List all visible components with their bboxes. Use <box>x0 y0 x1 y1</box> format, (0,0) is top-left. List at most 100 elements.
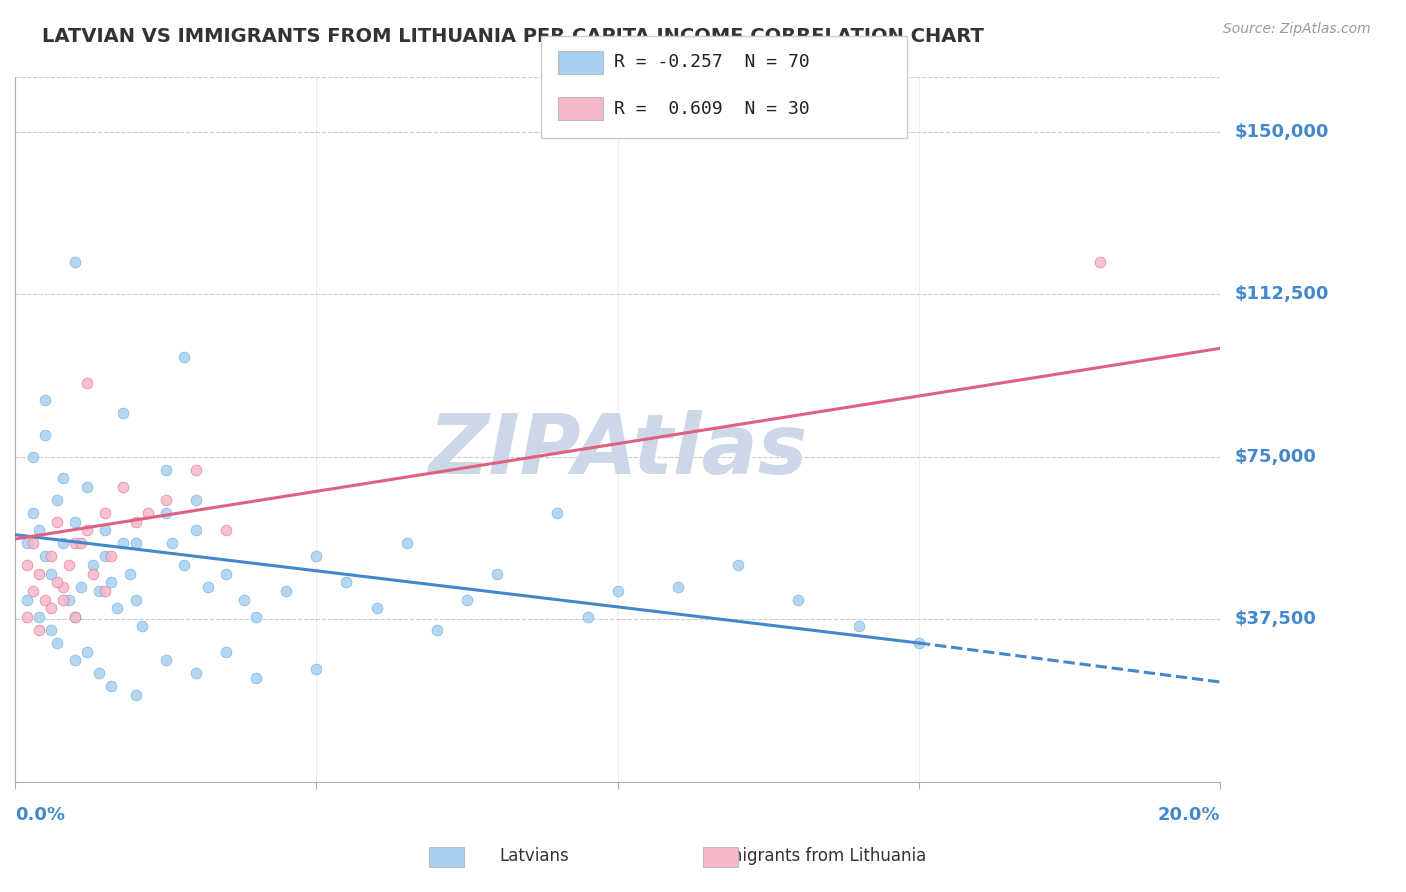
Point <box>305 662 328 676</box>
Point <box>82 566 104 581</box>
Point <box>366 601 388 615</box>
Point <box>22 450 45 464</box>
Point <box>112 536 135 550</box>
Point <box>124 592 146 607</box>
Text: $37,500: $37,500 <box>1234 610 1316 628</box>
Point <box>245 610 267 624</box>
Point <box>848 618 870 632</box>
Point <box>39 566 62 581</box>
Point <box>15 536 38 550</box>
Point <box>276 584 298 599</box>
Point <box>100 679 122 693</box>
Point <box>52 536 75 550</box>
Point <box>65 610 87 624</box>
Point <box>160 536 183 550</box>
Point <box>666 580 689 594</box>
Point <box>426 623 449 637</box>
Point <box>486 566 509 581</box>
Point <box>28 610 51 624</box>
Text: LATVIAN VS IMMIGRANTS FROM LITHUANIA PER CAPITA INCOME CORRELATION CHART: LATVIAN VS IMMIGRANTS FROM LITHUANIA PER… <box>42 27 984 45</box>
Point <box>546 506 568 520</box>
Point <box>58 592 80 607</box>
Point <box>173 558 195 572</box>
Point <box>576 610 599 624</box>
Text: R =  0.609  N = 30: R = 0.609 N = 30 <box>614 100 810 118</box>
Text: 20.0%: 20.0% <box>1157 806 1220 824</box>
Point <box>46 636 69 650</box>
Point <box>136 506 159 520</box>
Point <box>155 463 177 477</box>
Text: Source: ZipAtlas.com: Source: ZipAtlas.com <box>1223 22 1371 37</box>
Point <box>184 493 207 508</box>
Text: $150,000: $150,000 <box>1234 122 1329 141</box>
Point <box>94 549 117 564</box>
Point <box>233 592 256 607</box>
Point <box>335 575 357 590</box>
Point <box>184 524 207 538</box>
Point <box>34 428 56 442</box>
Point <box>94 524 117 538</box>
Point <box>52 471 75 485</box>
Point <box>155 506 177 520</box>
Point <box>39 601 62 615</box>
Point <box>34 393 56 408</box>
Point <box>118 566 141 581</box>
Point <box>39 623 62 637</box>
Text: $112,500: $112,500 <box>1234 285 1329 303</box>
Point <box>94 584 117 599</box>
Point <box>15 592 38 607</box>
Point <box>46 493 69 508</box>
Point <box>155 653 177 667</box>
Point <box>46 515 69 529</box>
Point <box>395 536 418 550</box>
Point <box>34 549 56 564</box>
Point <box>215 566 238 581</box>
Point <box>65 254 87 268</box>
Point <box>100 575 122 590</box>
Point <box>112 480 135 494</box>
Point <box>65 610 87 624</box>
Point <box>22 536 45 550</box>
Point <box>184 463 207 477</box>
Point <box>1088 254 1111 268</box>
Point <box>52 580 75 594</box>
Point <box>15 558 38 572</box>
Point <box>76 524 98 538</box>
Point <box>131 618 153 632</box>
Point <box>76 376 98 390</box>
Point <box>197 580 219 594</box>
Point <box>107 601 129 615</box>
Text: ZIPAtlas: ZIPAtlas <box>427 410 807 491</box>
Point <box>215 524 238 538</box>
Point <box>112 406 135 420</box>
Point <box>124 688 146 702</box>
Point <box>65 653 87 667</box>
Point <box>82 558 104 572</box>
Point <box>787 592 810 607</box>
Point <box>65 515 87 529</box>
Point <box>124 515 146 529</box>
Point <box>124 536 146 550</box>
Point <box>22 584 45 599</box>
Point <box>52 592 75 607</box>
Point <box>305 549 328 564</box>
Point <box>46 575 69 590</box>
Point <box>606 584 628 599</box>
Point <box>28 524 51 538</box>
Point <box>58 558 80 572</box>
Point <box>908 636 931 650</box>
Point <box>28 566 51 581</box>
Point <box>70 536 93 550</box>
Point <box>89 584 111 599</box>
Point <box>22 506 45 520</box>
Point <box>15 610 38 624</box>
Text: Latvians: Latvians <box>499 847 569 865</box>
Point <box>65 536 87 550</box>
Point <box>173 350 195 364</box>
Point <box>94 506 117 520</box>
Point <box>39 549 62 564</box>
Point <box>70 580 93 594</box>
Text: R = -0.257  N = 70: R = -0.257 N = 70 <box>614 54 810 71</box>
Point <box>456 592 478 607</box>
Point <box>727 558 749 572</box>
